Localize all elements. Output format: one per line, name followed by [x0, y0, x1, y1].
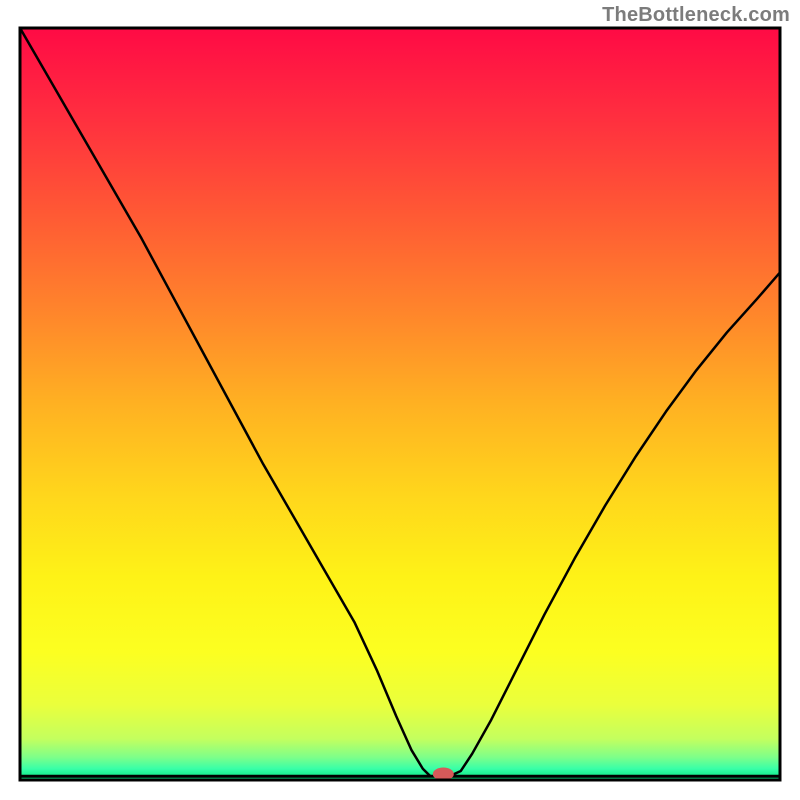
optimal-marker: [433, 768, 453, 780]
bottleneck-chart: [0, 0, 800, 800]
chart-background-gradient: [20, 28, 780, 780]
watermark-text: TheBottleneck.com: [602, 4, 790, 27]
